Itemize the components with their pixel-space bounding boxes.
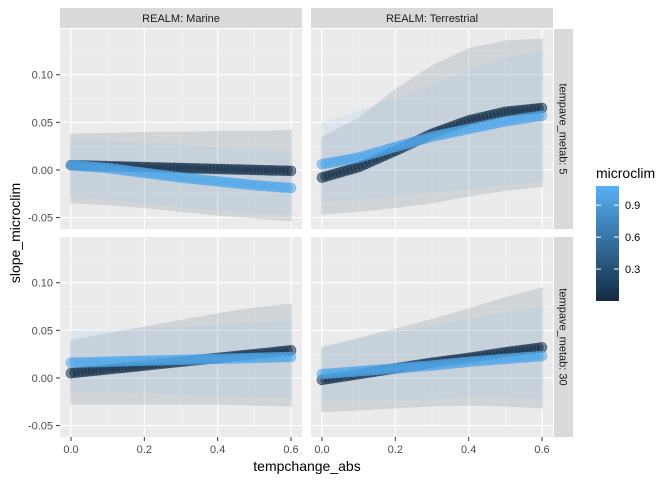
x-tick-label: 0.0 <box>63 444 78 456</box>
facet-panel <box>60 237 302 437</box>
data-point <box>285 165 297 177</box>
y-tick-label: 0.10 <box>32 70 53 82</box>
fitted-series <box>65 351 297 369</box>
legend-colorbar <box>596 186 619 301</box>
data-point <box>285 351 297 363</box>
x-axis-title: tempchange_abs <box>253 458 360 474</box>
fitted-series <box>316 350 548 380</box>
data-point <box>536 350 548 362</box>
x-tick-label: 0.0 <box>314 444 329 456</box>
y-tick-label: 0.10 <box>32 278 53 290</box>
facet-panel <box>60 29 302 229</box>
y-tick-label: 0.05 <box>32 117 53 129</box>
facet-strip-label: tempave_metab: 5 <box>557 83 569 174</box>
data-point <box>536 110 548 121</box>
y-tick-label: 0.00 <box>32 373 53 385</box>
y-tick-label: -0.05 <box>28 421 53 433</box>
panels-layer <box>60 29 553 437</box>
x-tick-label: 0.6 <box>534 444 549 456</box>
legend-tick-label: 0.3 <box>625 264 640 276</box>
fitted-series <box>316 110 548 170</box>
y-axis-title: slope_microclim <box>7 183 23 283</box>
legend-ticks: 0.3 0.6 0.9 <box>596 200 640 276</box>
facet-strip-top <box>311 8 553 28</box>
facet-strip-top <box>60 8 302 28</box>
x-tick-label: 0.6 <box>283 444 298 456</box>
facet-panel <box>311 237 553 437</box>
facet-strip-right <box>554 29 573 229</box>
facet-strip-label: REALM: Terrestrial <box>386 13 478 25</box>
x-tick-label: 0.4 <box>461 444 476 456</box>
facet-strips: REALM: Marine REALM: Terrestrial tempave_m… <box>60 8 573 437</box>
facet-strip-label: tempave_metab: 30 <box>557 288 569 385</box>
fitted-series <box>65 159 297 194</box>
data-point <box>285 182 297 194</box>
legend-tick-label: 0.9 <box>625 200 640 212</box>
color-legend: microclim 0.3 0.6 0.9 <box>596 165 655 301</box>
legend-tick-label: 0.6 <box>625 232 640 244</box>
axes-layer: -0.05 0.00 0.05 0.10 -0.05 0.00 0.05 0.10 0.0 0.2… <box>28 70 550 456</box>
x-tick-label: 0.4 <box>210 444 225 456</box>
facet-strip-right <box>554 237 573 437</box>
facet-strip-label: REALM: Marine <box>142 13 220 25</box>
y-tick-label: 0.05 <box>32 325 53 337</box>
legend-title: microclim <box>596 165 655 181</box>
x-tick-label: 0.2 <box>388 444 403 456</box>
y-tick-label: 0.00 <box>32 165 53 177</box>
facet-panel <box>311 29 553 229</box>
x-tick-label: 0.2 <box>137 444 152 456</box>
y-tick-label: -0.05 <box>28 213 53 225</box>
